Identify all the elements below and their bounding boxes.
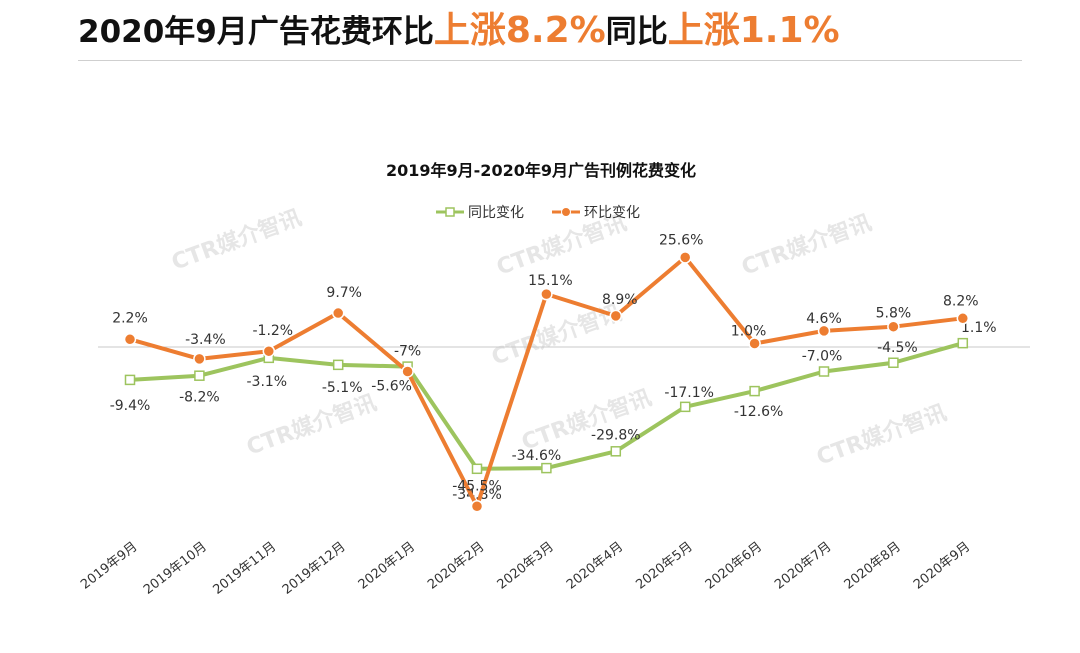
data-point (332, 359, 344, 371)
data-label: 9.7% (326, 285, 362, 301)
data-point (887, 320, 900, 333)
legend-marker-0 (445, 207, 455, 217)
data-point (957, 337, 969, 349)
data-point (470, 500, 484, 513)
data-label: -9.4% (110, 398, 151, 414)
data-label: 2.2% (112, 310, 148, 326)
data-point (610, 446, 622, 457)
x-tick-label: 2020年7月 (772, 539, 834, 592)
data-label: 4.6% (806, 311, 842, 327)
data-point (540, 287, 553, 301)
watermark-text: CTR媒介智讯 (168, 205, 305, 276)
x-tick-label: 2019年10月 (141, 539, 210, 597)
x-tick-label: 2019年11月 (210, 539, 279, 597)
data-point (748, 337, 761, 350)
data-point (124, 374, 136, 386)
data-point (817, 324, 831, 338)
data-point (194, 370, 205, 381)
x-tick-label: 2020年4月 (564, 539, 626, 592)
legend-marker-1 (561, 207, 571, 217)
data-label: -34.8% (452, 487, 502, 503)
watermark-text: CTR媒介智讯 (243, 390, 380, 461)
series-layer: -9.4% -8.2% -3.1% -5.1% -5.6% -34.8% -34.6% -29… (110, 232, 997, 513)
series-0: -9.4% -8.2% -3.1% -5.1% -5.6% -34.8% -34.6% -29… (110, 320, 997, 503)
x-tick-label: 2020年6月 (703, 539, 765, 592)
data-point (262, 344, 276, 358)
data-point (541, 462, 552, 474)
data-point (471, 463, 483, 475)
data-point (888, 357, 899, 368)
headline-part1: 2020年9月广告花费环比 (78, 14, 434, 50)
x-tick-label: 2020年1月 (356, 539, 418, 592)
watermark-text: CTR媒介智讯 (518, 385, 655, 456)
data-label: -17.1% (664, 385, 714, 401)
headline-part3: 同比 (605, 14, 668, 50)
data-label: 8.2% (943, 293, 979, 309)
data-label: -3.4% (185, 332, 226, 348)
data-label: -4.5% (877, 340, 918, 356)
data-point (331, 306, 345, 320)
headline: 2020年9月广告花费环比上涨8.2%同比上涨1.1% (78, 8, 840, 54)
headline-mom-rise: 上涨8.2% (433, 10, 606, 51)
data-label: -12.6% (734, 404, 784, 420)
data-point (609, 309, 623, 323)
data-label: -5.6% (371, 379, 412, 395)
x-tick-label: 2020年3月 (495, 539, 557, 592)
data-point (193, 352, 206, 366)
data-point (956, 312, 970, 325)
x-tick-label: 2020年2月 (425, 539, 487, 592)
data-label: 1.1% (961, 320, 997, 336)
series-1: 2.2% -3.4% -1.2% 9.7% -7% -45.5% 15.1% 8.9% 25.6… (112, 232, 979, 513)
data-label: -7.0% (802, 349, 843, 365)
data-label: -1.2% (252, 323, 293, 339)
watermark-text: CTR媒介智讯 (738, 210, 875, 281)
data-label: -7% (394, 344, 421, 360)
watermark-text: CTR媒介智讯 (813, 400, 950, 471)
data-label: 15.1% (528, 273, 572, 289)
data-point (401, 365, 414, 378)
data-label: 5.8% (876, 306, 912, 322)
x-tick-label: 2020年8月 (842, 539, 904, 592)
legend-label-1: 环比变化 (584, 205, 640, 221)
x-axis-tick-labels: 2019年9月 2019年10月 2019年11月 2019年12月 2020年1月 20… (78, 539, 973, 597)
chart-title: 2019年9月-2020年9月广告刊例花费变化 (386, 161, 696, 180)
data-label: -3.1% (246, 374, 287, 390)
x-tick-label: 2019年9月 (78, 539, 140, 592)
data-point (818, 366, 830, 377)
legend-label-0: 同比变化 (468, 205, 524, 221)
data-label: -29.8% (591, 427, 641, 443)
data-label: 1.0% (731, 324, 767, 340)
data-label: -8.2% (179, 390, 220, 406)
headline-yoy-rise: 上涨1.1% (667, 10, 840, 51)
data-label: -45.5% (452, 478, 502, 494)
data-point (679, 401, 691, 413)
data-label: -34.6% (512, 448, 562, 464)
data-label: 25.6% (659, 232, 703, 248)
data-point (123, 333, 137, 346)
data-label: 8.9% (602, 292, 638, 308)
data-label: -5.1% (322, 380, 363, 396)
data-point (749, 385, 760, 397)
x-tick-label: 2020年5月 (633, 539, 695, 592)
legend: 同比变化 环比变化 (436, 205, 640, 221)
header-divider (78, 60, 1022, 61)
x-tick-label: 2019年12月 (280, 539, 349, 597)
x-tick-label: 2020年9月 (911, 539, 973, 592)
data-point (678, 251, 692, 264)
